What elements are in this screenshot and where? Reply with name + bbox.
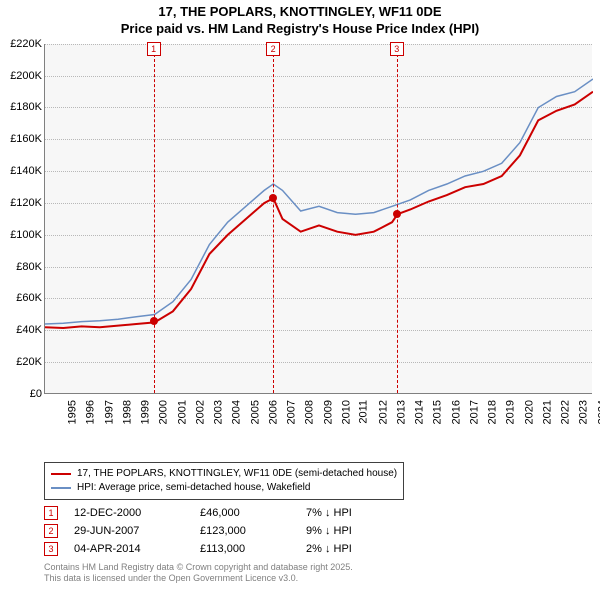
x-tick-label: 2018 (487, 400, 499, 424)
x-tick-label: 2020 (523, 400, 535, 424)
annotation-price: £46,000 (200, 507, 290, 519)
x-tick-label: 2021 (541, 400, 553, 424)
y-tick-label: £60K (16, 292, 42, 304)
y-tick-label: £160K (10, 133, 42, 145)
sale-dot (393, 210, 401, 218)
sale-vline (397, 44, 398, 393)
plot-region: 1 2 3 (44, 44, 592, 394)
x-tick-label: 2022 (560, 400, 572, 424)
x-tick-label: 2009 (322, 400, 334, 424)
legend-label-1: 17, THE POPLARS, KNOTTINGLEY, WF11 0DE (… (77, 467, 397, 481)
legend-swatch-2 (51, 487, 71, 489)
series-line (45, 79, 593, 324)
x-tick-label: 2012 (377, 400, 389, 424)
x-tick-label: 2015 (432, 400, 444, 424)
gridline (45, 107, 592, 108)
annotation-price: £113,000 (200, 543, 290, 555)
y-tick-label: £180K (10, 101, 42, 113)
x-tick-label: 2014 (414, 400, 426, 424)
sale-dot (269, 194, 277, 202)
gridline (45, 362, 592, 363)
x-tick-label: 2010 (340, 400, 352, 424)
sale-marker-box: 3 (390, 42, 404, 56)
annotation-row: 1 12-DEC-2000 £46,000 7% ↓ HPI (44, 506, 600, 520)
chart-area: 1 2 3 £0 £20K £40K £60K £80K £100K £120K £140K £16… (0, 38, 600, 458)
annotation-date: 29-JUN-2007 (74, 525, 184, 537)
legend: 17, THE POPLARS, KNOTTINGLEY, WF11 0DE (… (44, 462, 404, 500)
gridline (45, 267, 592, 268)
x-tick-label: 1996 (85, 400, 97, 424)
x-tick-label: 1995 (66, 400, 78, 424)
annotation-marker-3: 3 (44, 542, 58, 556)
chart-title: 17, THE POPLARS, KNOTTINGLEY, WF11 0DE P… (0, 0, 600, 38)
footer-line-2: This data is licensed under the Open Gov… (44, 573, 600, 585)
legend-label-2: HPI: Average price, semi-detached house,… (77, 481, 310, 495)
title-line-2: Price paid vs. HM Land Registry's House … (0, 21, 600, 38)
x-tick-label: 2008 (304, 400, 316, 424)
x-tick-label: 2006 (267, 400, 279, 424)
annotations-table: 1 12-DEC-2000 £46,000 7% ↓ HPI 2 29-JUN-… (44, 506, 600, 556)
annotation-row: 2 29-JUN-2007 £123,000 9% ↓ HPI (44, 524, 600, 538)
y-tick-label: £20K (16, 356, 42, 368)
gridline (45, 76, 592, 77)
annotation-pct: 7% ↓ HPI (306, 507, 416, 519)
footer: Contains HM Land Registry data © Crown c… (44, 562, 600, 585)
x-tick-label: 2023 (578, 400, 590, 424)
annotation-marker-1: 1 (44, 506, 58, 520)
legend-swatch-1 (51, 473, 71, 475)
x-tick-label: 2002 (194, 400, 206, 424)
x-tick-label: 1999 (140, 400, 152, 424)
annotation-price: £123,000 (200, 525, 290, 537)
annotation-marker-2: 2 (44, 524, 58, 538)
footer-line-1: Contains HM Land Registry data © Crown c… (44, 562, 600, 574)
x-tick-label: 1997 (103, 400, 115, 424)
gridline (45, 330, 592, 331)
x-tick-label: 2004 (231, 400, 243, 424)
x-tick-label: 2000 (158, 400, 170, 424)
gridline (45, 235, 592, 236)
gridline (45, 44, 592, 45)
x-tick-label: 2017 (468, 400, 480, 424)
gridline (45, 298, 592, 299)
x-tick-label: 2019 (505, 400, 517, 424)
sale-marker-box: 1 (147, 42, 161, 56)
x-tick-label: 2016 (450, 400, 462, 424)
sale-vline (154, 44, 155, 393)
gridline (45, 171, 592, 172)
x-tick-label: 2024 (596, 400, 600, 424)
sale-vline (273, 44, 274, 393)
annotation-date: 12-DEC-2000 (74, 507, 184, 519)
y-tick-label: £80K (16, 261, 42, 273)
x-tick-label: 2007 (286, 400, 298, 424)
x-tick-label: 1998 (121, 400, 133, 424)
x-tick-label: 2003 (213, 400, 225, 424)
gridline (45, 139, 592, 140)
y-tick-label: £200K (10, 70, 42, 82)
y-tick-label: £140K (10, 165, 42, 177)
annotation-date: 04-APR-2014 (74, 543, 184, 555)
annotation-pct: 9% ↓ HPI (306, 525, 416, 537)
y-tick-label: £220K (10, 38, 42, 50)
legend-row-2: HPI: Average price, semi-detached house,… (51, 481, 397, 495)
series-line (45, 91, 593, 327)
annotation-row: 3 04-APR-2014 £113,000 2% ↓ HPI (44, 542, 600, 556)
x-tick-label: 2011 (358, 400, 370, 424)
series-svg (45, 44, 593, 394)
y-tick-label: £100K (10, 229, 42, 241)
x-tick-label: 2013 (395, 400, 407, 424)
annotation-pct: 2% ↓ HPI (306, 543, 416, 555)
y-tick-label: £40K (16, 324, 42, 336)
y-tick-label: £120K (10, 197, 42, 209)
title-line-1: 17, THE POPLARS, KNOTTINGLEY, WF11 0DE (0, 4, 600, 21)
gridline (45, 203, 592, 204)
legend-row-1: 17, THE POPLARS, KNOTTINGLEY, WF11 0DE (… (51, 467, 397, 481)
sale-dot (150, 317, 158, 325)
x-tick-label: 2005 (249, 400, 261, 424)
y-tick-label: £0 (30, 388, 42, 400)
x-tick-label: 2001 (176, 400, 188, 424)
sale-marker-box: 2 (266, 42, 280, 56)
